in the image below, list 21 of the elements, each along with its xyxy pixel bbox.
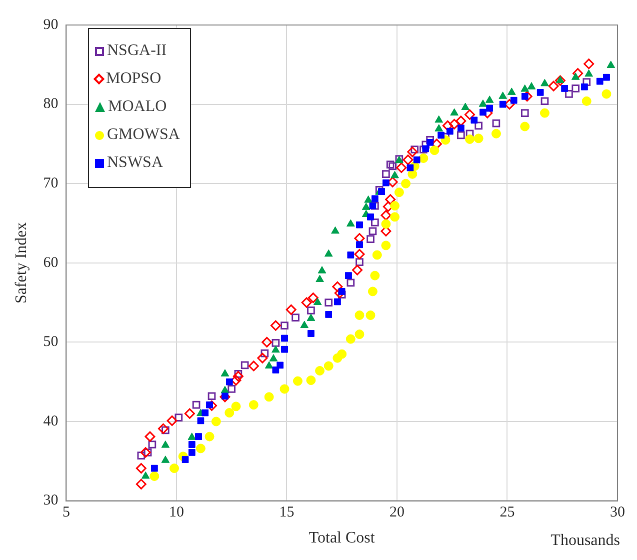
y-tick-label: 50: [43, 334, 58, 350]
y-tick-label: 90: [43, 16, 58, 33]
y-tick-label: 40: [43, 413, 58, 430]
legend-label: GMOWSA: [107, 125, 180, 145]
x-tick-label: 30: [610, 504, 625, 521]
x-axis-title: Total Cost: [308, 530, 376, 547]
legend-label: NSWSA: [107, 153, 164, 173]
y-tick-label: 30: [43, 492, 58, 509]
legend-label: NSGA-II: [107, 41, 167, 61]
y-tick-label: 80: [43, 96, 58, 112]
y-tick-label: 60: [43, 254, 58, 271]
y-axis-title: Safety Index: [12, 222, 30, 304]
y-tick-label: 70: [43, 176, 58, 192]
text: Thousands: [550, 532, 620, 550]
x-tick-label: 20: [389, 504, 404, 521]
x-tick-label: 10: [168, 504, 184, 521]
x-tick-label: 15: [279, 504, 294, 521]
x-tick-label: 5: [62, 504, 70, 521]
legend-label: MOPSO: [106, 69, 162, 89]
x-tick-label: 25: [500, 504, 515, 521]
legend-label: MOALO: [108, 97, 167, 117]
